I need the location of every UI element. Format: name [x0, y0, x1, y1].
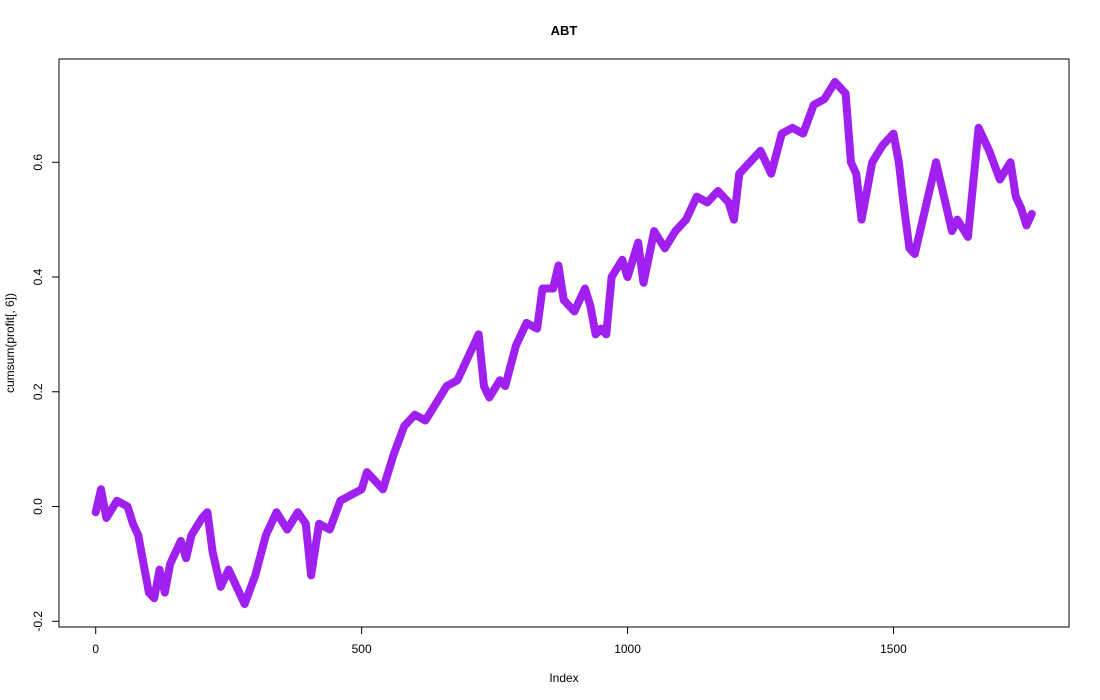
chart-title: ABT: [551, 23, 578, 38]
y-tick-label: 0.0: [31, 498, 45, 515]
y-axis-label: cumsum(profit[, 6]): [3, 293, 17, 393]
y-tick-label: 0.6: [31, 154, 45, 171]
x-axis-label: Index: [549, 671, 578, 685]
x-tick-label: 500: [352, 642, 372, 656]
x-tick-label: 1000: [614, 642, 641, 656]
x-tick-label: 1500: [880, 642, 907, 656]
y-tick-label: -0.2: [31, 611, 45, 632]
y-tick-label: 0.2: [31, 383, 45, 400]
data-line: [91, 77, 1036, 609]
x-tick-label: 0: [92, 642, 99, 656]
y-tick-label: 0.4: [31, 268, 45, 285]
